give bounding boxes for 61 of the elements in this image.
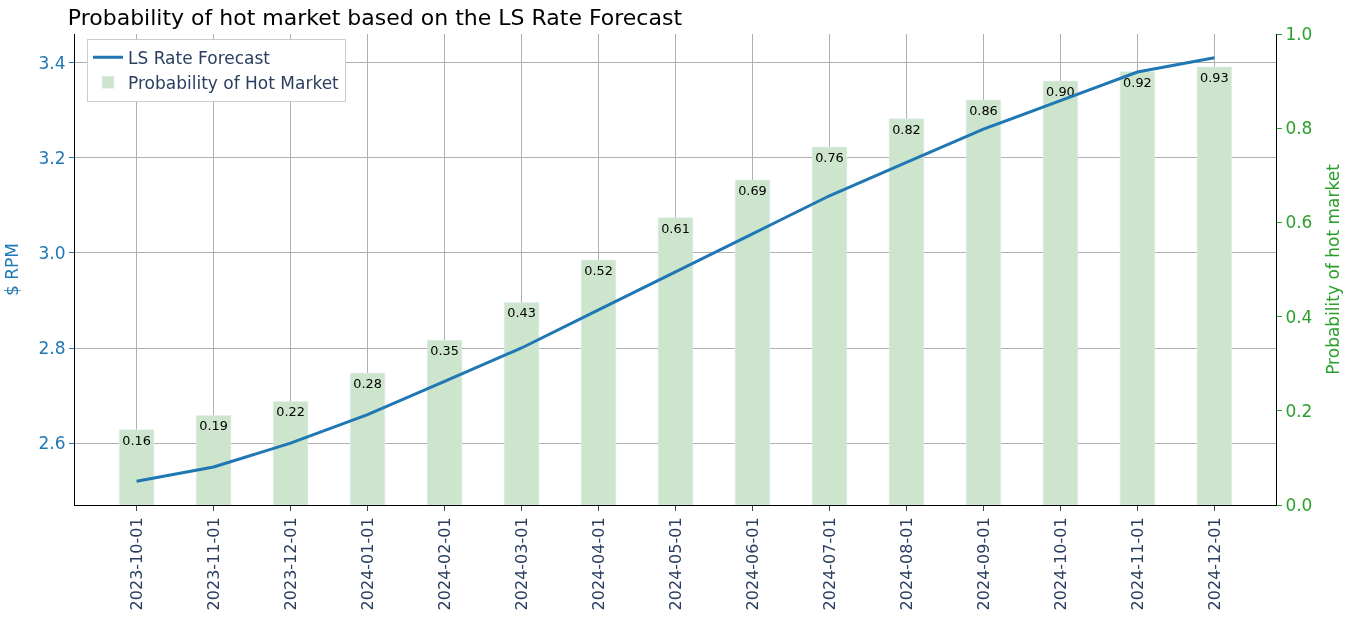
- y2-tick-label: 0.4: [1285, 306, 1313, 327]
- legend-label: LS Rate Forecast: [128, 47, 271, 68]
- bar: [1042, 80, 1079, 505]
- y2-tick-label: 0.8: [1285, 118, 1313, 139]
- bar: [888, 118, 925, 505]
- bar: [734, 179, 771, 505]
- data-label: 0.43: [507, 305, 536, 321]
- y2-tick-label: 0.2: [1285, 400, 1313, 421]
- x-tick-label: 2024-10-01: [1050, 517, 1070, 611]
- y2-tick-label: 1.0: [1285, 23, 1313, 44]
- x-tick-label: 2024-12-01: [1204, 517, 1224, 611]
- y-tick-label: 3.4: [38, 52, 66, 73]
- x-tick-label: 2024-04-01: [588, 517, 608, 611]
- y2-tick-label: 0.6: [1285, 212, 1313, 233]
- x-tick-label: 2024-01-01: [357, 517, 377, 611]
- x-tick-label: 2024-06-01: [742, 517, 762, 611]
- data-label: 0.19: [199, 418, 228, 434]
- data-label: 0.82: [892, 121, 921, 137]
- y2-tick-label: 0.0: [1285, 494, 1313, 515]
- data-label: 0.92: [1123, 74, 1152, 90]
- bar: [580, 259, 617, 505]
- bar: [503, 302, 540, 505]
- data-label: 0.61: [661, 220, 690, 236]
- y-tick-label: 3.0: [38, 242, 66, 263]
- bar: [811, 146, 848, 505]
- data-label: 0.22: [276, 404, 305, 420]
- y-tick-label: 2.8: [38, 337, 66, 358]
- x-tick-label: 2023-12-01: [280, 517, 300, 611]
- data-label: 0.28: [353, 375, 382, 391]
- data-label: 0.76: [815, 149, 844, 165]
- x-tick-label: 2024-03-01: [511, 517, 531, 611]
- x-tick-label: 2024-05-01: [665, 517, 685, 611]
- bar: [196, 415, 232, 505]
- chart-title: Probability of hot market based on the LS Rate Forecast: [67, 4, 683, 30]
- x-tick-label: 2023-10-01: [126, 517, 146, 611]
- data-label: 0.16: [122, 432, 151, 448]
- data-label: 0.86: [969, 102, 998, 118]
- data-label: 0.93: [1200, 69, 1229, 85]
- x-tick-label: 2024-08-01: [896, 517, 916, 611]
- bar: [349, 372, 386, 505]
- x-tick-label: 2024-11-01: [1127, 517, 1147, 611]
- x-tick-label: 2024-02-01: [434, 517, 454, 611]
- bar: [426, 339, 463, 505]
- y-tick-label: 2.6: [38, 433, 66, 454]
- y2-axis-title: Probability of hot market: [1322, 163, 1343, 375]
- y-axis-title: $ RPM: [2, 243, 23, 296]
- bar: [272, 401, 309, 505]
- data-label: 0.52: [584, 262, 613, 278]
- x-tick-label: 2023-11-01: [203, 517, 223, 611]
- data-label: 0.90: [1046, 83, 1075, 99]
- x-tick-label: 2024-07-01: [819, 517, 839, 611]
- data-label: 0.35: [430, 343, 459, 359]
- bar: [657, 217, 694, 505]
- bar: [119, 429, 155, 505]
- bar: [1119, 71, 1155, 505]
- bar: [1196, 66, 1232, 505]
- bar: [965, 99, 1002, 505]
- legend-label: Probability of Hot Market: [128, 72, 340, 93]
- data-label: 0.69: [738, 182, 767, 198]
- x-tick-label: 2024-09-01: [973, 517, 993, 611]
- y-tick-label: 3.2: [38, 147, 66, 168]
